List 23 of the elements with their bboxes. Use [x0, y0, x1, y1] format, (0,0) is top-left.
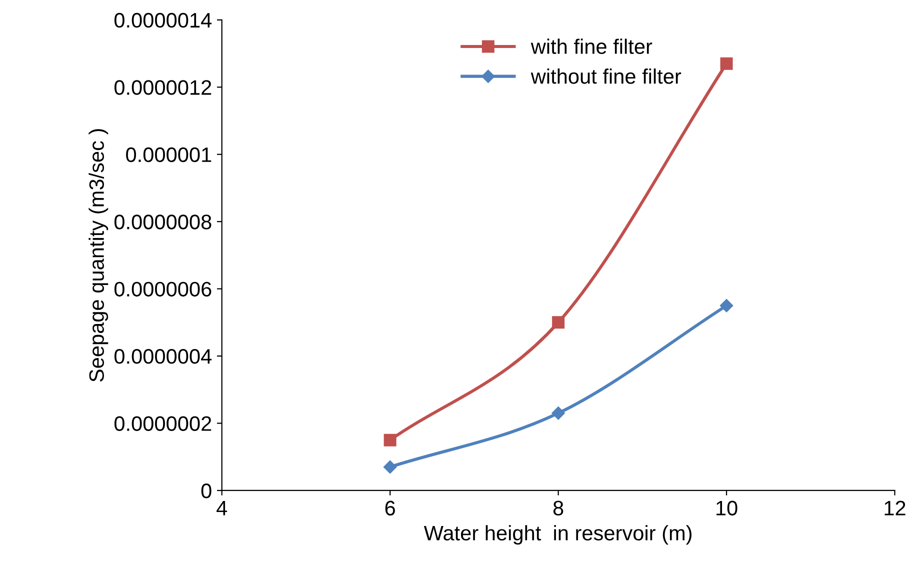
x-tick-label: 4: [216, 500, 228, 516]
point: [552, 316, 565, 329]
point: [720, 299, 734, 312]
y-tick-label: 0.000001: [126, 147, 212, 162]
y-axis-title: Seepage quantity (m3/sec ): [88, 129, 108, 382]
y-tick-label: 0.0000004: [114, 349, 212, 364]
y-tick-label: 0.0000002: [114, 416, 212, 432]
point: [720, 57, 733, 70]
y-tick-label: 0.0000012: [114, 80, 212, 95]
point: [383, 460, 397, 474]
y-tick-label: 0.0000008: [114, 214, 212, 230]
x-tick-label: 10: [716, 500, 738, 516]
x-tick-label: 8: [553, 500, 564, 516]
point: [384, 434, 396, 446]
x-tick-label: 6: [385, 500, 395, 516]
point: [552, 406, 565, 420]
y-tick-label: 0.0000006: [114, 282, 212, 297]
legend-label: with fine filter: [530, 38, 652, 54]
y-tick-label: 0: [201, 483, 212, 498]
x-tick-label: 12: [884, 500, 906, 516]
x-axis-title: Water height in reservoir (m): [424, 525, 692, 545]
y-tick-label: 0.0000014: [114, 12, 212, 28]
legend-label: without fine filter: [530, 68, 682, 84]
